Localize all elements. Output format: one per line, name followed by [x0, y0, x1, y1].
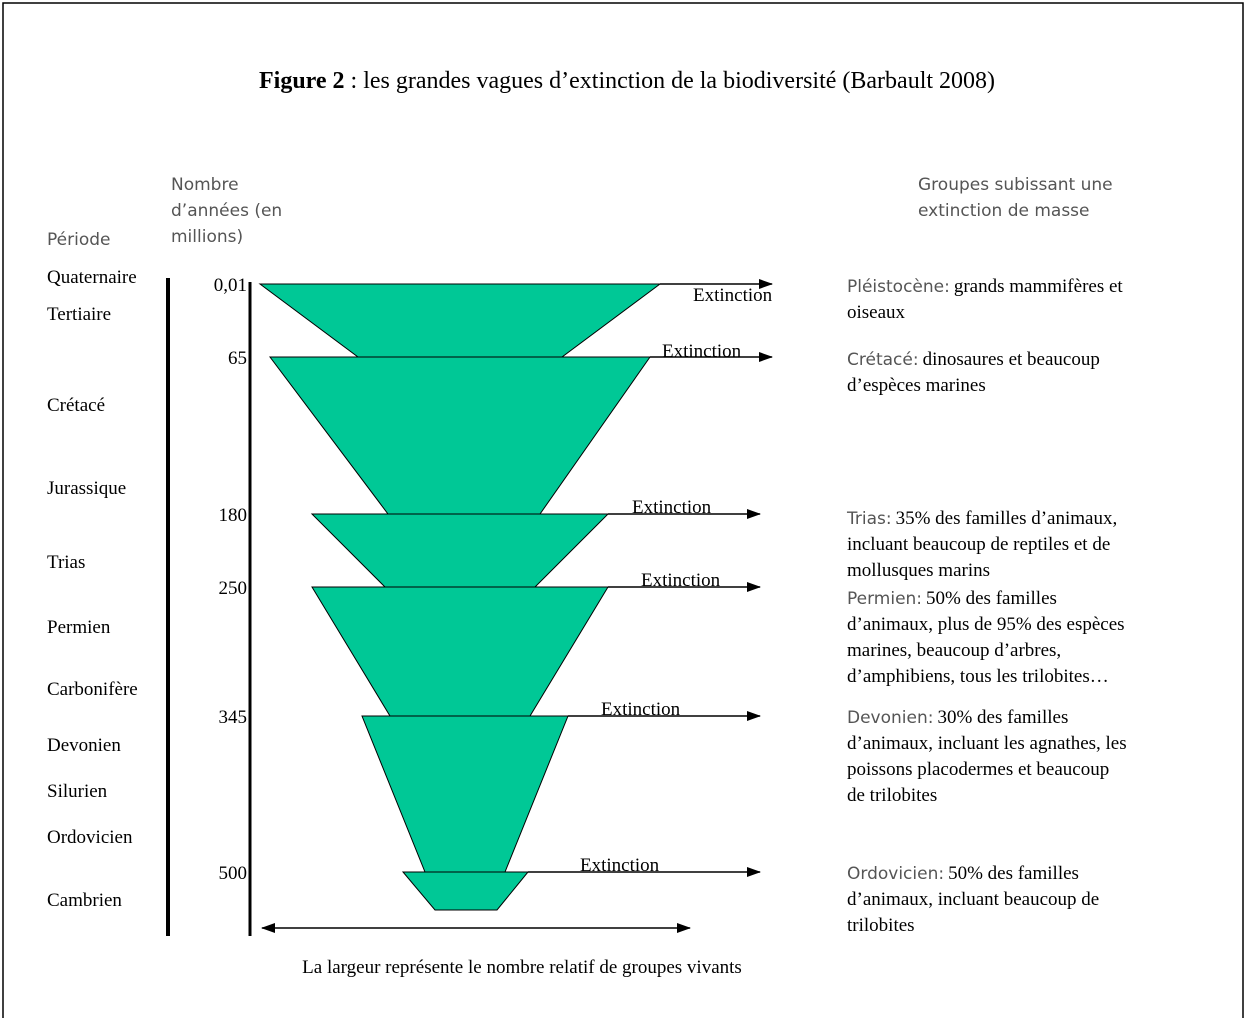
trapezoid: [311, 586, 609, 717]
period: Devonien: [47, 735, 121, 756]
years-header: Nombre: [171, 175, 239, 195]
group-text: oiseaux: [847, 302, 906, 323]
period: Crétacé: [47, 395, 105, 416]
group-text: d’animaux, plus de 95% des espèces: [847, 614, 1125, 635]
group-first-line: Ordovicien: 50% des familles: [847, 863, 1079, 884]
period: Tertiaire: [47, 304, 111, 325]
extinction-label: Extinction: [662, 341, 742, 362]
period: Permien: [47, 617, 111, 638]
extinction-label: Extinction: [641, 570, 721, 591]
extinction-label: Extinction: [632, 497, 712, 518]
group-text: grands mammifères et: [954, 276, 1124, 297]
group-text: 50% des familles: [926, 588, 1057, 609]
period: Silurien: [47, 781, 108, 802]
year: 0,01: [214, 275, 247, 296]
year: 180: [219, 505, 248, 526]
groups-header: Groupes subissant une: [918, 175, 1113, 195]
extinction-label: Extinction: [601, 699, 681, 720]
trapezoid: [258, 283, 662, 358]
group-name: Trias:: [846, 509, 892, 529]
extinction-label: Extinction: [693, 285, 773, 306]
year: 250: [219, 578, 248, 599]
trapezoid: [401, 871, 530, 911]
period: Cambrien: [47, 890, 122, 911]
group-name: Crétacé:: [847, 350, 919, 370]
title: Figure 2 : les grandes vagues d’extincti…: [259, 68, 995, 94]
group-name: Permien:: [847, 589, 922, 609]
trapezoid: [268, 356, 651, 515]
group-text: dinosaures et beaucoup: [923, 349, 1100, 370]
group-first-line: Pléistocène: grands mammifères et: [847, 276, 1123, 297]
period-header: Période: [47, 230, 110, 250]
years-header: millions): [171, 227, 243, 247]
period: Jurassique: [47, 478, 126, 499]
year: 500: [219, 863, 248, 884]
group-text: de trilobites: [847, 785, 937, 806]
footer: La largeur représente le nombre relatif …: [302, 957, 742, 978]
group-name: Devonien:: [847, 708, 933, 728]
group-first-line: Permien: 50% des familles: [847, 588, 1057, 609]
group-text: 50% des familles: [948, 863, 1079, 884]
group-text: incluant beaucoup de reptiles et de: [847, 534, 1110, 555]
group-text: marines, beaucoup d’arbres,: [847, 640, 1061, 661]
period: Ordovicien: [47, 827, 133, 848]
trapezoid: [310, 513, 610, 588]
title-label: Figure 2: [259, 68, 345, 94]
group-name: Ordovicien:: [847, 864, 944, 884]
group-text: 30% des familles: [937, 707, 1068, 728]
group-first-line: Devonien: 30% des familles: [847, 707, 1068, 728]
group-text: d’espèces marines: [847, 375, 986, 396]
group-text: 35% des familles d’animaux,: [896, 508, 1118, 529]
trapezoids: [258, 283, 662, 911]
trapezoid: [361, 715, 569, 873]
year: 345: [219, 707, 248, 728]
group-text: mollusques marins: [847, 560, 990, 581]
years-header: d’années (en: [171, 201, 282, 221]
group-text: poissons placodermes et beaucoup: [847, 759, 1109, 780]
group-name: Pléistocène:: [847, 277, 950, 297]
title-text: : les grandes vagues d’extinction de la …: [345, 68, 995, 94]
group-first-line: Crétacé: dinosaures et beaucoup: [847, 349, 1100, 370]
group-text: d’animaux, incluant beaucoup de: [847, 889, 1099, 910]
group-text: d’animaux, incluant les agnathes, les: [847, 733, 1127, 754]
group-text: d’amphibiens, tous les trilobites…: [847, 666, 1109, 687]
year: 65: [228, 348, 247, 369]
period: Quaternaire: [47, 267, 137, 288]
extinction-label: Extinction: [580, 855, 660, 876]
group-text: trilobites: [847, 915, 915, 936]
period: Carbonifère: [47, 679, 138, 700]
groups-header: extinction de masse: [918, 201, 1090, 221]
group-first-line: Trias: 35% des familles d’animaux,: [846, 508, 1117, 529]
period: Trias: [47, 552, 85, 573]
